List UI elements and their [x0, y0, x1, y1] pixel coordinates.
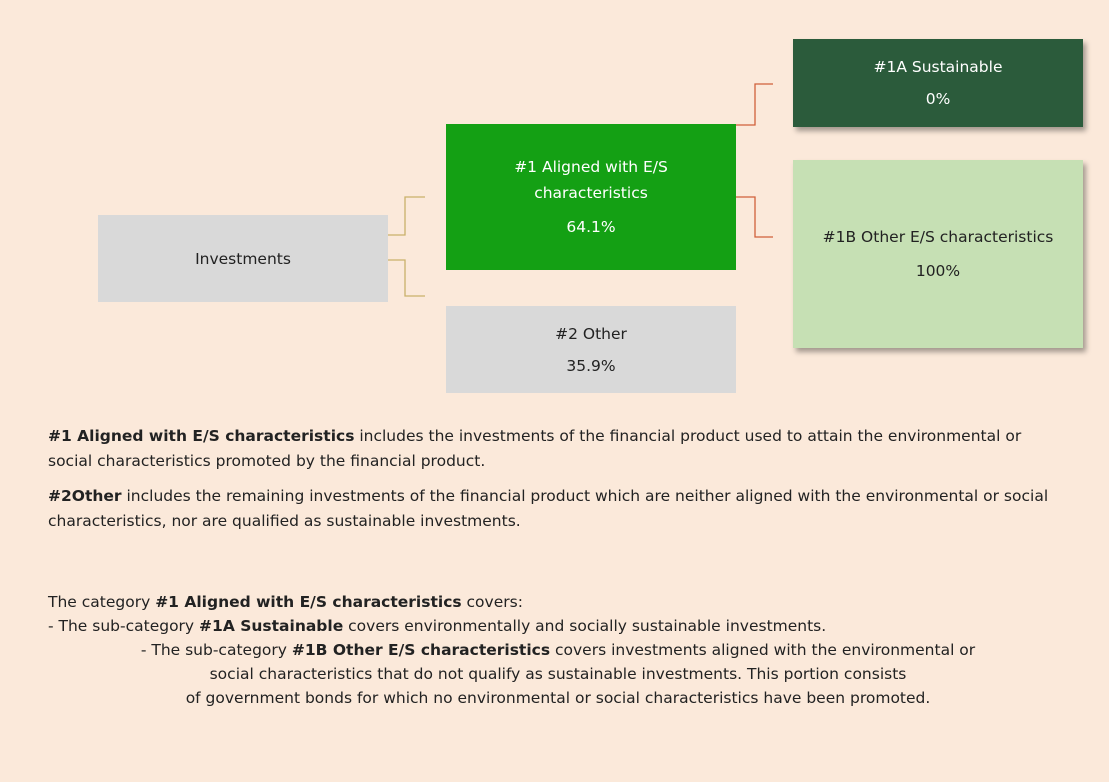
- term: #1B Other E/S characteristics: [291, 641, 551, 659]
- other-es-box: #1B Other E/S characteristics 100%: [793, 160, 1083, 348]
- note-line: - The sub-category #1A Sustainable cover…: [48, 614, 1068, 638]
- note-line: - The sub-category #1B Other E/S charact…: [48, 638, 1068, 662]
- node-share: 35.9%: [566, 356, 616, 375]
- note-line: social characteristics that do not quali…: [48, 662, 1068, 686]
- node-share: 100%: [915, 262, 961, 280]
- note: #2Other includes the remaining investmen…: [48, 484, 1068, 534]
- connector: [388, 259, 425, 297]
- node-label: #1A Sustainable: [873, 58, 1003, 76]
- term: #1 Aligned with E/S characteristics: [155, 593, 462, 611]
- note-text: - The sub-category: [48, 617, 200, 635]
- note-text: of government bonds for which no environ…: [185, 689, 931, 707]
- connector: [736, 83, 773, 126]
- note-text: social characteristics that do not quali…: [209, 665, 907, 683]
- note-text: covers investments aligned with the envi…: [550, 641, 976, 659]
- aligned-box: #1 Aligned with E/S characteristics 64.1…: [446, 124, 736, 270]
- note-text: The category: [48, 593, 156, 611]
- node-label: Investments: [195, 249, 291, 268]
- term: #1 Aligned with E/S characteristics: [48, 427, 355, 445]
- note-line: The category #1 Aligned with E/S charact…: [48, 590, 1068, 614]
- node-label: #1B Other E/S characteristics: [822, 228, 1054, 246]
- connector: [388, 196, 425, 236]
- note-text: includes the remaining investments of th…: [48, 487, 1049, 530]
- notes: #1 Aligned with E/S characteristics incl…: [48, 424, 1068, 534]
- note-text: includes the investments of the financia…: [48, 427, 1022, 470]
- term: #1A Sustainable: [199, 617, 344, 635]
- node-share: 0%: [925, 90, 951, 108]
- note-text: - The sub-category: [140, 641, 292, 659]
- node-label: #1 Aligned with E/S characteristics: [514, 158, 668, 202]
- investments-box: Investments: [98, 215, 388, 302]
- note-text: covers:: [461, 593, 523, 611]
- node-share: 64.1%: [566, 218, 616, 236]
- note: #1 Aligned with E/S characteristics incl…: [48, 424, 1068, 474]
- sustainable-box: #1A Sustainable 0%: [793, 39, 1083, 127]
- other-box: #2 Other 35.9%: [446, 306, 736, 393]
- connectors: [388, 83, 773, 297]
- category-notes: The category #1 Aligned with E/S charact…: [48, 590, 1068, 710]
- connector: [736, 196, 773, 238]
- note-line: of government bonds for which no environ…: [48, 686, 1068, 710]
- note-text: covers environmentally and socially sust…: [343, 617, 827, 635]
- node-label: #2 Other: [555, 324, 627, 343]
- term: #2Other: [48, 487, 122, 505]
